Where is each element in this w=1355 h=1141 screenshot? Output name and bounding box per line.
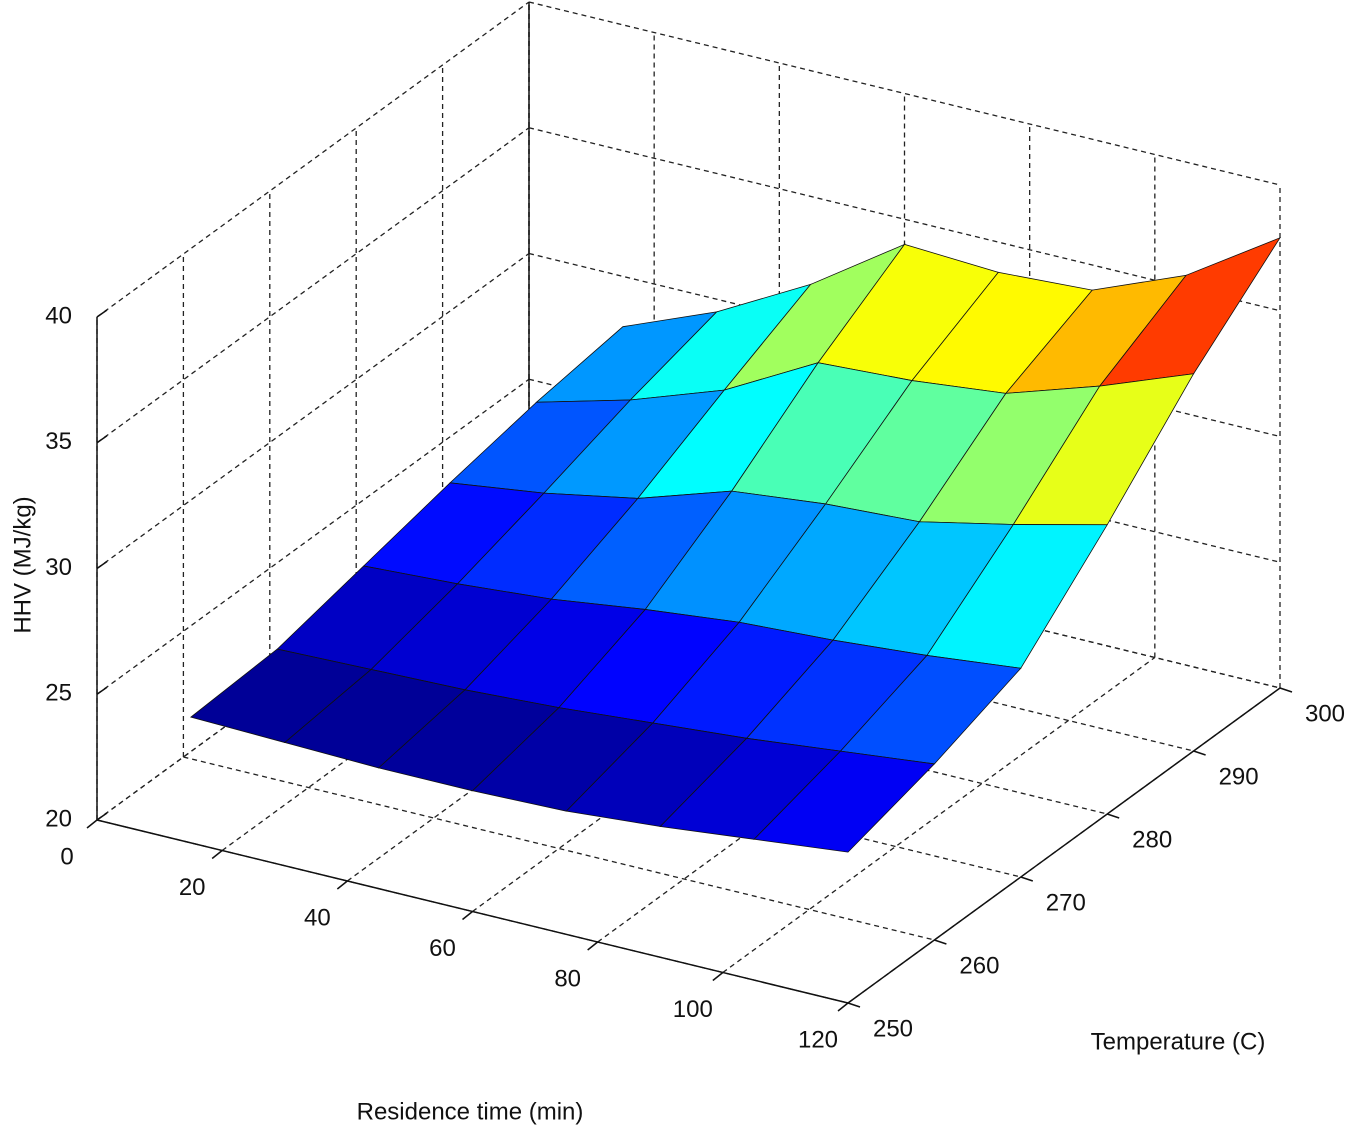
y-tick-label: 290 (1219, 763, 1259, 790)
tick-mark (1106, 813, 1120, 819)
z-axis-label: HHV (MJ/kg) (9, 496, 36, 633)
tick-mark (934, 939, 947, 945)
tick-mark (96, 812, 108, 821)
tick-mark (336, 880, 348, 890)
tick-mark (86, 819, 98, 829)
grid-line (528, 1, 1281, 186)
x-tick-label: 80 (554, 965, 581, 992)
grid-line (183, 756, 935, 941)
grid-line (96, 1, 530, 318)
tick-mark (462, 910, 473, 921)
x-tick-label: 100 (673, 996, 713, 1023)
y-tick-label: 260 (959, 952, 999, 979)
tick-mark (712, 971, 724, 982)
x-tick-label: 120 (798, 1026, 838, 1053)
grid-line (96, 378, 530, 695)
grid-line (96, 252, 530, 570)
x-axis-label: Residence time (min) (357, 1098, 584, 1125)
tick-mark (1279, 687, 1293, 693)
tick-mark (96, 686, 108, 695)
tick-mark (96, 560, 108, 570)
z-tick-label: 25 (45, 680, 72, 707)
tick-mark (96, 309, 108, 318)
surface-patch (753, 750, 936, 853)
grid-line (528, 127, 1281, 312)
y-axis-label: Temperature (C) (1091, 1028, 1266, 1055)
grid-line (96, 127, 530, 444)
tick-mark (847, 1002, 861, 1008)
x-tick-label: 0 (60, 843, 73, 870)
x-tick-label: 40 (304, 904, 331, 931)
axis-line (847, 687, 1281, 1004)
z-tick-label: 35 (45, 428, 72, 455)
y-tick-label: 300 (1305, 700, 1345, 727)
y-tick-label: 280 (1132, 826, 1172, 853)
z-tick-label: 20 (45, 805, 72, 832)
tick-mark (837, 1002, 849, 1012)
y-tick-label: 250 (873, 1015, 913, 1042)
y-tick-label: 270 (1046, 889, 1086, 916)
z-tick-label: 40 (45, 302, 72, 329)
tick-mark (1193, 750, 1206, 756)
tick-mark (211, 849, 223, 860)
tick-mark (587, 941, 599, 951)
tick-mark (96, 435, 108, 444)
z-tick-label: 30 (45, 554, 72, 581)
grid-line (722, 656, 1156, 974)
tick-mark (1020, 876, 1034, 882)
x-tick-label: 60 (429, 935, 456, 962)
grid-line (528, 252, 1281, 438)
x-tick-label: 20 (179, 874, 206, 901)
